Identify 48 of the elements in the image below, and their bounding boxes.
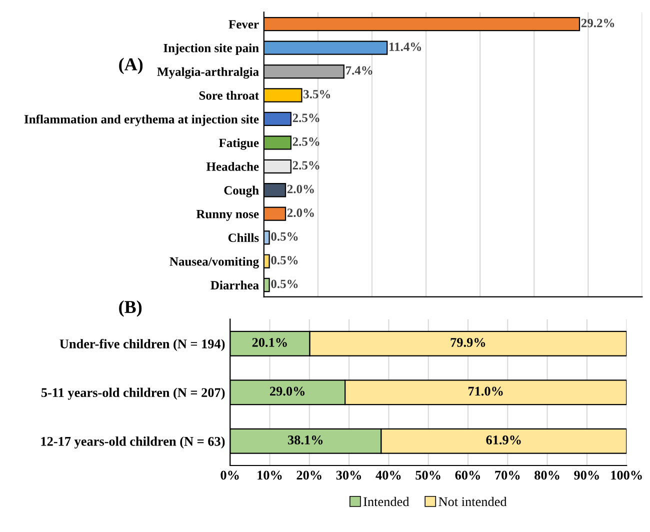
data-label: 79.9% bbox=[450, 338, 486, 347]
data-label: 2.5% bbox=[292, 161, 320, 170]
data-label: 29.2% bbox=[581, 18, 614, 28]
y-tick-label: Cough bbox=[224, 186, 259, 198]
y-tick-label: Headache bbox=[206, 162, 259, 171]
data-label: 0.5% bbox=[271, 232, 298, 241]
x-tick-label: 20% bbox=[296, 470, 322, 480]
y-tick-label: 5-11 years-old children (N = 207) bbox=[41, 388, 225, 400]
data-label: 0.5% bbox=[271, 280, 298, 288]
y-tick-label: Diarrhea bbox=[210, 280, 259, 290]
y-tick-label: Myalgia-arthralgia bbox=[157, 67, 259, 79]
data-label: 20.1% bbox=[252, 338, 287, 347]
x-tick-label: 10% bbox=[258, 470, 282, 480]
data-label: 2.5% bbox=[292, 114, 320, 122]
legend-label: Intended bbox=[364, 496, 410, 506]
y-tick-label: Sore throat bbox=[199, 90, 259, 100]
data-label: 38.1% bbox=[288, 436, 323, 444]
y-tick-label: Injection site pain bbox=[164, 43, 259, 55]
data-label: 2.0% bbox=[287, 208, 314, 218]
legend-label: Not intended bbox=[438, 496, 507, 506]
x-tick-label: 40% bbox=[376, 470, 401, 480]
text: (B) bbox=[119, 300, 142, 317]
y-tick-label: Fatigue bbox=[218, 138, 259, 150]
data-label: 0.5% bbox=[271, 256, 298, 264]
y-tick-label: Under-five children (N = 194) bbox=[60, 338, 225, 352]
data-label: 2.0% bbox=[287, 184, 314, 194]
data-label: 3.5% bbox=[304, 90, 330, 98]
y-tick-label: Inflammation and erythema at injection site bbox=[24, 114, 259, 126]
y-tick-label: Nausea/vomiting bbox=[170, 256, 259, 268]
y-tick-label: Runny nose bbox=[196, 210, 259, 221]
x-tick-label: 30% bbox=[336, 470, 362, 480]
x-tick-label: 70% bbox=[495, 470, 520, 480]
x-tick-label: 90% bbox=[574, 470, 599, 480]
text: (A) bbox=[119, 58, 143, 74]
data-label: 71.0% bbox=[468, 386, 503, 396]
y-tick-label: Fever bbox=[228, 20, 259, 29]
data-label: 61.9% bbox=[486, 436, 521, 444]
data-label: 11.4% bbox=[390, 42, 422, 51]
y-tick-label: Chills bbox=[228, 233, 259, 242]
x-tick-label: 80% bbox=[534, 470, 560, 480]
x-tick-label: 100% bbox=[611, 470, 642, 480]
data-label: 29.0% bbox=[270, 386, 304, 396]
x-tick-label: 0% bbox=[220, 470, 239, 480]
x-tick-label: 50% bbox=[416, 470, 440, 480]
data-label: 2.5% bbox=[292, 137, 320, 146]
data-label: 7.4% bbox=[346, 66, 372, 75]
x-tick-label: 60% bbox=[455, 470, 480, 480]
y-tick-label: 12-17 years-old children (N = 63) bbox=[41, 436, 225, 449]
